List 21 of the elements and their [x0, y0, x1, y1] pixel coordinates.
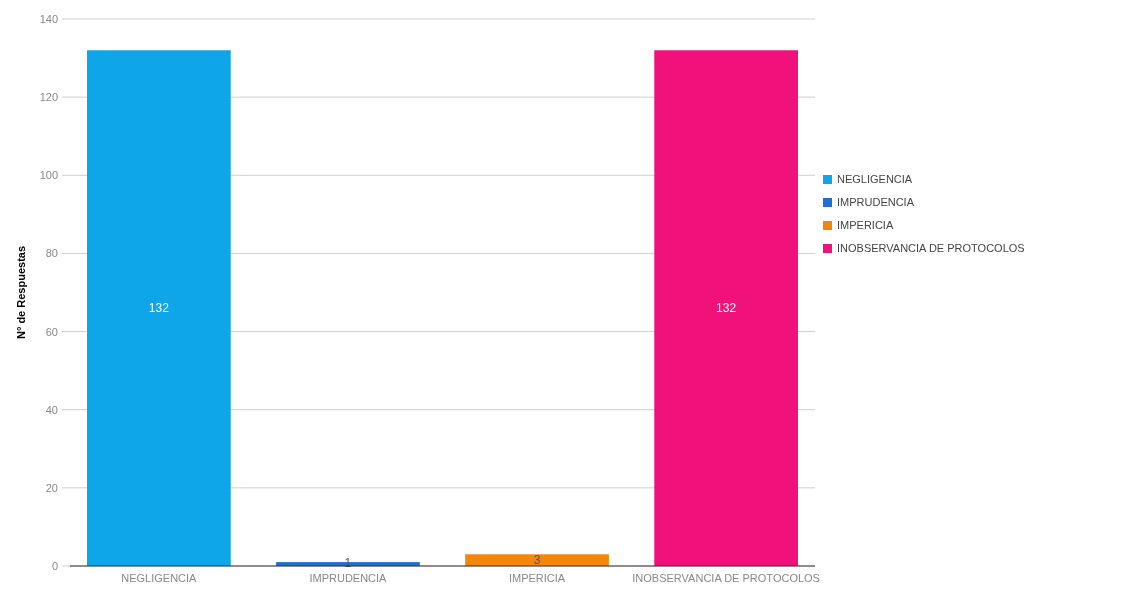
- y-tick-label: 20: [45, 481, 58, 494]
- data-label: 132: [716, 301, 737, 316]
- y-tick-label: 40: [45, 403, 58, 416]
- y-axis-title: N° de Respuestas: [15, 245, 27, 340]
- data-label: 132: [148, 301, 170, 316]
- x-tick-label: IMPRUDENCIA: [309, 572, 388, 584]
- legend-label: IMPRUDENCIA: [837, 196, 915, 208]
- legend-label: IMPERICIA: [837, 219, 894, 231]
- data-label: 1: [344, 556, 352, 570]
- y-tick-label: 140: [39, 13, 58, 25]
- x-tick-label: NEGLIGENCIA: [121, 572, 198, 584]
- y-tick-label: 0: [51, 560, 58, 572]
- data-label: 3: [533, 553, 541, 568]
- legend-label: INOBSERVANCIA DE PROTOCOLOS: [837, 242, 1025, 254]
- y-tick-label: 80: [45, 247, 58, 260]
- y-tick-label: 100: [39, 169, 58, 182]
- legend-label: NEGLIGENCIA: [837, 173, 913, 185]
- y-tick-label: 60: [45, 325, 58, 338]
- x-tick-label: INOBSERVANCIA DE PROTOCOLOS: [632, 572, 820, 584]
- x-tick-label: IMPERICIA: [508, 572, 566, 584]
- y-tick-label: 120: [39, 91, 58, 104]
